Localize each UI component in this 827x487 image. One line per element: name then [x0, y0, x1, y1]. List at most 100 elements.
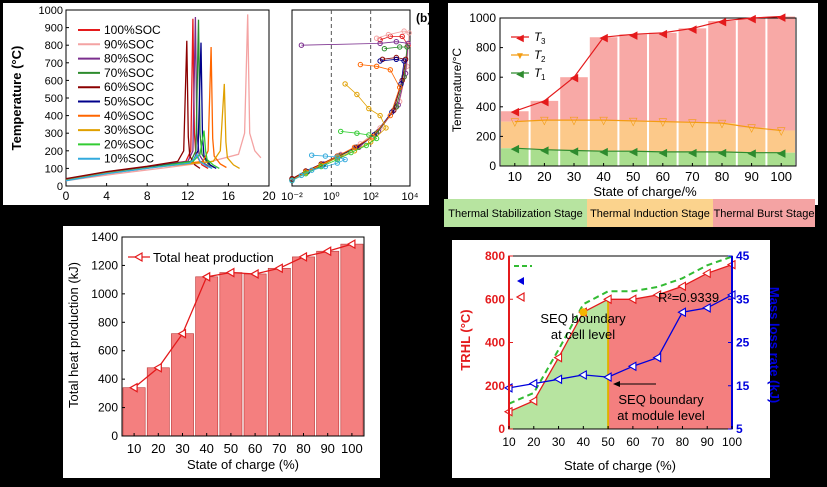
panel-b-point [373, 63, 380, 70]
panel-c-x-tick-label: 90 [744, 169, 758, 184]
panel-c-stabilization-bar [530, 149, 559, 166]
panel-a-legend-label: 100%SOC [104, 23, 161, 37]
panel-c-stabilization-bar [649, 151, 677, 166]
panel-c-x-label: State of charge/% [593, 184, 697, 199]
panel-d-y-tick-label: 1200 [91, 258, 118, 272]
panel-e-right-tick-label: 25 [736, 336, 750, 350]
panel-b-point [334, 160, 340, 166]
panel-c-stabilization-bar [767, 152, 795, 166]
panel-d-x-tick-label: 20 [151, 441, 165, 456]
panel-b-point [309, 167, 315, 173]
panel-c-marker: ◀ [777, 148, 786, 160]
panel-d-x-tick-label: 40 [199, 441, 213, 456]
panel-c-marker: ◀ [629, 146, 638, 158]
panel-c-burst-bar [737, 18, 766, 128]
panel-e-trhl-marker [553, 352, 563, 363]
panel-c-marker: ◀ [777, 12, 786, 24]
panel-c-burst-bar [767, 16, 795, 131]
panel-d-bar [340, 243, 364, 437]
panel-c-burst-bar [619, 34, 647, 121]
panel-d-y-tick-label: 600 [98, 344, 118, 358]
panel-e-trhl-marker [652, 289, 662, 300]
panel-c-marker: ◀ [747, 13, 756, 25]
panel-d-x-label: State of charge (%) [187, 457, 299, 472]
panel-e-mass-loss-marker [578, 369, 587, 380]
panel-c-x-tick-label: 60 [656, 169, 670, 184]
panel-c-legend-marker: ◀ [516, 69, 524, 80]
panel-b-point [357, 61, 364, 68]
panel-e-right-tick-label: 35 [736, 292, 750, 306]
panel-a-x-tick-label: 20 [262, 189, 276, 203]
panel-d-marker [225, 267, 235, 278]
panel-d-y-label: Total heat production (kJ) [66, 262, 81, 408]
panel-e-trhl-marker [603, 294, 612, 305]
panel-c: ◀◀◀◀ ◀ ◀ ◀◀ ◀ ◀▽ ▽ ▽ ▽ ▽ ▽ ▽ ▽ ▽ ▽◀ ◀ ◀ ◀ ◀ ◀ ◀ ◀ ◀ ◀ 10 20 30 40 5… [444, 3, 818, 227]
panel-c-x-tick-label: 100 [770, 169, 792, 184]
panel-c-marker: ◀ [629, 29, 638, 41]
panel-e-r2-label: R²=0.9339 [658, 290, 719, 305]
panel-c-stabilization-bar [708, 151, 736, 166]
panel-c-stabilization-bar [560, 150, 588, 166]
panel-c-marker: ◀ [540, 96, 549, 108]
panel-b-point [298, 172, 305, 179]
panel-d-bar [122, 387, 146, 437]
panel-c-marker: ▽ [511, 117, 520, 129]
panel-a-legend-label: 60%SOC [104, 80, 154, 94]
panel-e-mass-loss-marker [702, 302, 711, 313]
panel-d-marker [322, 246, 332, 257]
panel-d-marker [249, 268, 259, 279]
panel-b-point [387, 67, 393, 73]
panel-c-induction-bar [649, 121, 677, 152]
panel-e-mass-loss-marker [677, 307, 686, 318]
panel-e-trhl-marker [627, 294, 637, 305]
panel-e: 10 20 30 40 50 60 70 80 90 100 0 200 400 600 800 5 15 25 3… [452, 240, 782, 478]
panel-e-mass-loss-marker [627, 361, 637, 372]
panel-c-induction-bar [530, 120, 559, 150]
panel-d-marker [346, 239, 356, 250]
panel-b-point [303, 171, 309, 177]
panel-a-x-tick-label: 0 [63, 189, 70, 203]
panel-b-point [373, 35, 380, 41]
panel-b: 10⁻² 10⁰ 10² 10⁴ (b) dT/dt (°C/s) [281, 3, 431, 218]
panel-c-x-tick-label: 50 [626, 169, 640, 184]
panel-c-induction-bar [619, 120, 647, 152]
panel-d-x-tick-label: 60 [248, 441, 262, 456]
panel-c-legend-label: T [534, 48, 543, 62]
panel-b-x-tick-label: 10⁻² [281, 191, 303, 203]
panel-c-marker: ◀ [599, 32, 608, 44]
panel-c-marker: ◀ [718, 16, 727, 28]
panel-e-right-y-label: Mass loss rate (kJ) [767, 287, 782, 403]
panel-c-stage-band [713, 199, 815, 227]
panel-e-mass-loss-marker [528, 378, 538, 389]
panel-c-burst-bar [678, 28, 707, 123]
panel-e-x-tick-label: 20 [527, 435, 541, 449]
panel-d-bar [219, 272, 243, 437]
panel-c-induction-bar [589, 120, 618, 152]
panel-a-legend-label: 90%SOC [104, 37, 154, 51]
panel-b-series-line [291, 154, 347, 182]
panel-d-marker [201, 271, 211, 282]
panel-e-left-tick-label: 0 [498, 422, 505, 436]
panel-d-x-tick-label: 80 [296, 441, 310, 456]
panel-e-trhl-marker [528, 395, 538, 406]
panel-c-x-tick-label: 30 [567, 169, 581, 184]
panel-a-y-tick-label: 200 [45, 146, 63, 158]
panel-d-x-tick-label: 10 [127, 441, 141, 456]
panel-d-legend-label: Total heat production [153, 250, 274, 265]
panel-c-series-line [514, 15, 782, 112]
panel-b-point [393, 39, 399, 45]
panel-c-burst-bar [589, 37, 618, 121]
panel-b-plot-frame [291, 9, 411, 187]
panel-b-point [363, 142, 369, 149]
panel-d-bar [267, 267, 291, 437]
panel-a-series-line [65, 14, 262, 182]
panel-c-y-label: Temperature/°C [450, 48, 464, 132]
panel-c-marker: ▽ [629, 116, 638, 128]
panel-d-x-tick-label: 90 [320, 441, 334, 456]
panel-a-y-label: Temperature (°C) [9, 46, 24, 151]
panel-c-marker: ▽ [718, 118, 727, 130]
panel-a-y-tick-label: 900 [45, 23, 63, 35]
panel-c-legend-marker: ▼ [515, 51, 525, 62]
panel-e-module-boundary-label: SEQ boundary [618, 392, 704, 407]
panel-b-point [401, 28, 407, 34]
